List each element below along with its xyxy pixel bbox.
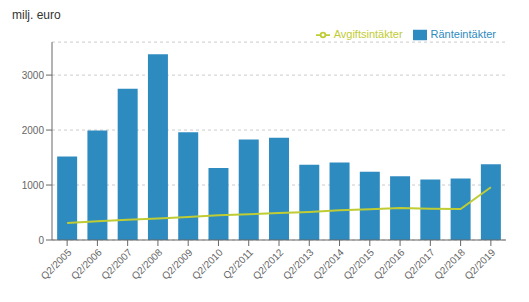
svg-text:Q2/2006: Q2/2006 [69,246,104,281]
svg-text:Q2/2007: Q2/2007 [99,246,134,281]
html-text:Ränteintäkter: Ränteintäkter [430,28,496,40]
svg-text:Q2/2009: Q2/2009 [160,246,195,281]
svg-text:Q2/2012: Q2/2012 [251,246,286,281]
svg-text:Q2/2013: Q2/2013 [281,246,316,281]
svg-text:3000: 3000 [22,70,45,81]
svg-text:2000: 2000 [22,125,45,136]
svg-text:0: 0 [38,235,44,246]
svg-text:1000: 1000 [22,180,45,191]
svg-text:Q2/2010: Q2/2010 [190,246,225,281]
svg-text:Q2/2017: Q2/2017 [402,246,437,281]
svg-text:Q2/2015: Q2/2015 [341,246,376,281]
svg-text:Q2/2011: Q2/2011 [221,246,256,281]
svg-text:Q2/2008: Q2/2008 [129,246,164,281]
svg-text:Q2/2016: Q2/2016 [372,246,407,281]
svg-text:Q2/2019: Q2/2019 [462,246,497,281]
svg-text:Q2/2005: Q2/2005 [39,246,74,281]
html-text:milj. euro: milj. euro [12,8,61,22]
html-text:Avgiftsintäkter: Avgiftsintäkter [333,28,403,40]
svg-text:Q2/2014: Q2/2014 [311,246,346,281]
svg-text:Q2/2018: Q2/2018 [432,246,467,281]
